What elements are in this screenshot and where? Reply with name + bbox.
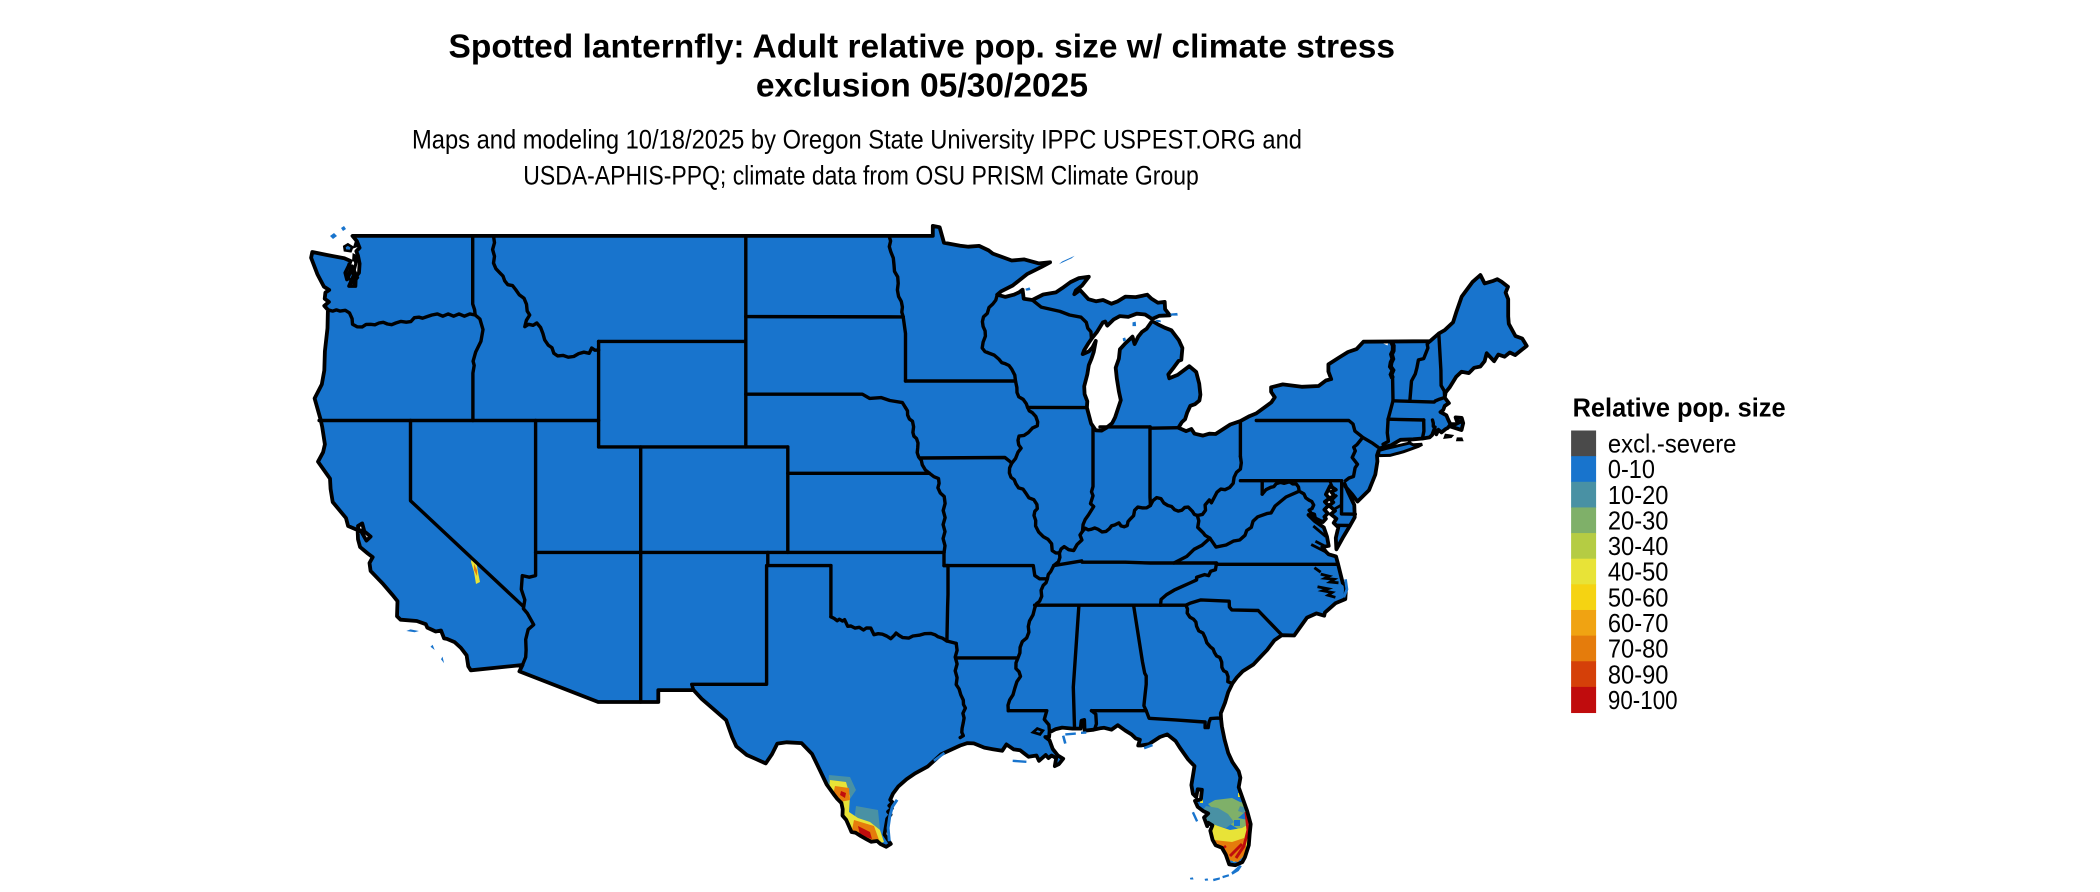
- svg-text:80-90: 80-90: [1608, 659, 1669, 689]
- svg-text:50-60: 50-60: [1608, 582, 1669, 612]
- svg-text:excl.-severe: excl.-severe: [1608, 429, 1737, 459]
- svg-text:10-20: 10-20: [1608, 480, 1669, 510]
- svg-text:90-100: 90-100: [1608, 685, 1678, 715]
- svg-text:USDA-APHIS-PPQ; climate data f: USDA-APHIS-PPQ; climate data from OSU PR…: [523, 161, 1199, 191]
- svg-text:exclusion 05/30/2025: exclusion 05/30/2025: [756, 67, 1088, 104]
- svg-text:20-30: 20-30: [1608, 505, 1669, 535]
- svg-text:0-10: 0-10: [1608, 454, 1655, 484]
- svg-text:Maps and modeling 10/18/2025 b: Maps and modeling 10/18/2025 by Oregon S…: [412, 124, 1302, 154]
- svg-text:Relative pop. size: Relative pop. size: [1573, 394, 1786, 422]
- svg-text:Spotted lanternfly: Adult rela: Spotted lanternfly: Adult relative pop. …: [449, 28, 1396, 65]
- svg-text:60-70: 60-70: [1608, 608, 1669, 638]
- svg-text:30-40: 30-40: [1608, 531, 1669, 561]
- svg-text:70-80: 70-80: [1608, 634, 1669, 664]
- svg-text:40-50: 40-50: [1608, 557, 1669, 587]
